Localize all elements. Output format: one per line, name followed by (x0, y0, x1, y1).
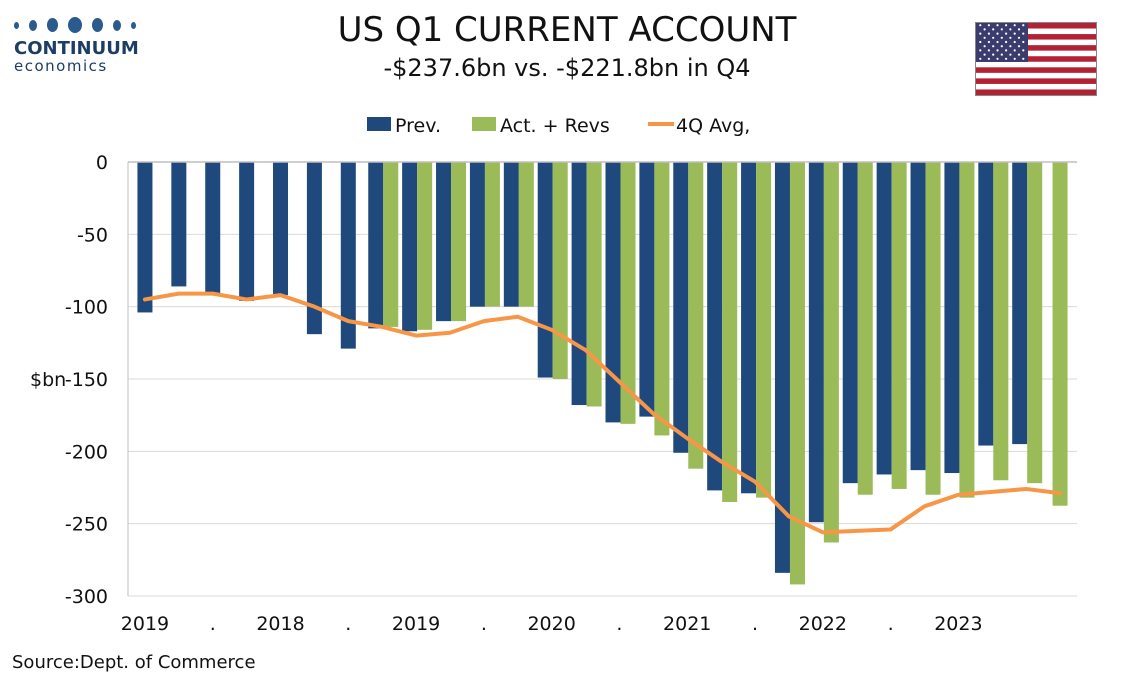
bar-act (552, 162, 568, 379)
bar-act (857, 162, 873, 495)
logo-dot (29, 19, 37, 31)
logo-dot (131, 21, 136, 29)
legend-label: Act. + Revs (500, 115, 610, 137)
bar-prev (137, 162, 153, 313)
y-tick-label: -100 (65, 297, 108, 319)
bar-act (654, 162, 670, 436)
bar-act (823, 162, 839, 543)
y-axis-label: $bn (30, 369, 66, 391)
bar-act (722, 162, 738, 502)
bar-act (484, 162, 500, 307)
bar-act (383, 162, 399, 327)
bar-prev (944, 162, 960, 474)
logo-dots (14, 14, 144, 36)
x-tick-label: . (345, 613, 351, 635)
bar-prev (171, 162, 187, 287)
y-tick-label: -150 (65, 369, 108, 391)
bar-act (789, 162, 805, 585)
bar-prev (537, 162, 553, 378)
series-prev-bars (137, 162, 1028, 573)
bar-prev (469, 162, 485, 307)
bar-prev (273, 162, 289, 296)
bar-prev (876, 162, 892, 475)
y-tick-label: -250 (65, 514, 108, 536)
continuum-economics-logo: CONTINUUM economics (14, 14, 144, 84)
logo-dot (92, 18, 103, 32)
legend-label: Prev. (395, 115, 441, 137)
x-axis: 2019. 2018. 2019. 2020. 2021. 2022. 2023 (121, 613, 983, 635)
x-tick-label: . (616, 613, 622, 635)
bar-prev (503, 162, 519, 307)
bar-prev (639, 162, 655, 417)
legend-label: 4Q Avg, (676, 115, 750, 137)
x-tick-label: 2019 (121, 613, 169, 635)
bar-act (993, 162, 1009, 481)
y-tick-label: -200 (65, 441, 108, 463)
logo-dot (47, 18, 58, 32)
y-tick-label: 0 (96, 152, 108, 174)
bar-act (688, 162, 704, 469)
legend: Prev. Act. + Revs 4Q Avg, (367, 115, 750, 137)
us-flag-icon (975, 22, 1097, 96)
bar-act (586, 162, 602, 407)
bar-act (451, 162, 467, 322)
series-4q-avg-line (142, 291, 1063, 535)
bar-prev (842, 162, 858, 484)
x-tick-label: 2020 (527, 613, 575, 635)
logo-dot (14, 21, 19, 29)
x-tick-label: . (752, 613, 758, 635)
bar-prev (402, 162, 418, 332)
bar-prev (808, 162, 824, 523)
chart-title: US Q1 CURRENT ACCOUNT (337, 10, 797, 50)
legend-swatch (472, 117, 496, 131)
series-act-bars (383, 162, 1068, 585)
bar-prev (707, 162, 723, 491)
bar-prev (1012, 162, 1028, 445)
bar-act (518, 162, 534, 307)
bar-prev (774, 162, 790, 573)
x-tick-label: 2018 (256, 613, 304, 635)
logo-wordmark-top: CONTINUUM (14, 38, 139, 59)
y-tick-label: -50 (77, 224, 108, 246)
chart-subtitle: -$237.6bn vs. -$221.8bn in Q4 (383, 54, 751, 82)
legend-swatch (367, 117, 391, 131)
bar-act (756, 162, 772, 498)
bar-prev (306, 162, 322, 335)
bar-prev (436, 162, 452, 322)
y-tick-label: -300 (65, 586, 108, 608)
x-tick-label: 2022 (799, 613, 847, 635)
bar-act (891, 162, 907, 489)
x-tick-label: 2019 (392, 613, 440, 635)
bar-act (959, 162, 975, 498)
logo-dot (68, 17, 82, 33)
x-tick-label: . (888, 613, 894, 635)
x-tick-label: 2023 (934, 613, 982, 635)
bar-prev (340, 162, 356, 349)
y-axis: 0 -50 -100 -150 -200 -250 -300 $bn (30, 152, 1077, 608)
source-note: Source:Dept. of Commerce (12, 652, 256, 673)
logo-wordmark-bottom: economics (14, 57, 108, 75)
x-tick-label: . (210, 613, 216, 635)
bar-prev (571, 162, 587, 406)
bar-act (925, 162, 941, 495)
bar-act (1027, 162, 1043, 484)
bar-prev (978, 162, 994, 446)
bar-act (417, 162, 433, 330)
avg-line (142, 291, 1063, 535)
bar-prev (605, 162, 621, 423)
bar-prev (910, 162, 926, 471)
bar-prev (205, 162, 221, 294)
bar-prev (239, 162, 255, 301)
x-tick-label: . (481, 613, 487, 635)
bar-prev (368, 162, 384, 329)
bar-act (620, 162, 636, 424)
bar-act (1052, 162, 1068, 506)
bar-prev (741, 162, 757, 494)
bar-prev (673, 162, 689, 453)
x-tick-label: 2021 (663, 613, 711, 635)
logo-dot (113, 19, 121, 31)
